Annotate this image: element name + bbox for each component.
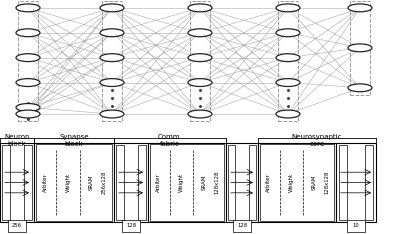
Bar [8,219,26,232]
Text: Comm.
fabric: Comm. fabric [158,134,182,147]
Circle shape [188,29,212,37]
Bar [258,143,336,222]
Circle shape [276,54,300,62]
Bar [278,1,298,121]
Bar [190,1,210,121]
Bar [226,143,258,222]
Circle shape [188,54,212,62]
Text: 10: 10 [353,223,359,228]
Circle shape [100,110,124,118]
Bar [260,144,334,221]
Bar [36,144,112,221]
Bar [138,146,146,219]
Text: Arbiter: Arbiter [43,173,48,192]
Bar [114,143,148,222]
Text: SRAM: SRAM [202,175,207,190]
Bar [233,219,251,232]
Circle shape [348,4,372,12]
Circle shape [348,84,372,92]
Text: SRAM: SRAM [89,175,94,190]
Circle shape [276,4,300,12]
Text: 128x128: 128x128 [324,171,329,194]
Text: SRAM: SRAM [312,175,317,190]
Bar [122,219,140,232]
Bar [347,219,365,232]
Circle shape [16,103,40,111]
Circle shape [188,110,212,118]
Bar [148,143,226,222]
Text: Weight: Weight [289,173,294,192]
Circle shape [16,29,40,37]
Bar [364,146,373,219]
Text: Weight: Weight [179,173,184,192]
Circle shape [188,4,212,12]
Circle shape [100,29,124,37]
Text: Neuron
block: Neuron block [4,134,30,147]
Circle shape [16,110,40,118]
Text: 128: 128 [237,223,247,228]
Bar [34,143,114,222]
Text: Synapse
block: Synapse block [59,134,89,147]
Bar [336,143,376,222]
Bar [350,1,370,95]
Bar [2,146,10,219]
Circle shape [16,4,40,12]
Circle shape [276,110,300,118]
Circle shape [16,54,40,62]
Circle shape [100,4,124,12]
Text: Arbiter: Arbiter [156,173,162,192]
Bar [24,146,32,219]
Text: Arbiter: Arbiter [266,173,272,192]
Circle shape [276,79,300,87]
Text: 256x128: 256x128 [102,171,107,194]
Bar [18,1,38,121]
Text: 256: 256 [12,223,22,228]
Circle shape [348,44,372,52]
Circle shape [16,79,40,87]
Text: 128: 128 [126,223,136,228]
Text: 128x128: 128x128 [214,171,219,194]
Bar [339,146,348,219]
Text: Weight: Weight [66,173,71,192]
Bar [102,1,122,121]
Circle shape [276,29,300,37]
Bar [0,143,34,222]
Circle shape [188,79,212,87]
Bar [116,146,124,219]
Text: Neurosynaptic
core: Neurosynaptic core [292,134,342,147]
Circle shape [100,54,124,62]
Bar [150,144,224,221]
Bar [228,146,235,219]
Bar [249,146,256,219]
Circle shape [100,79,124,87]
